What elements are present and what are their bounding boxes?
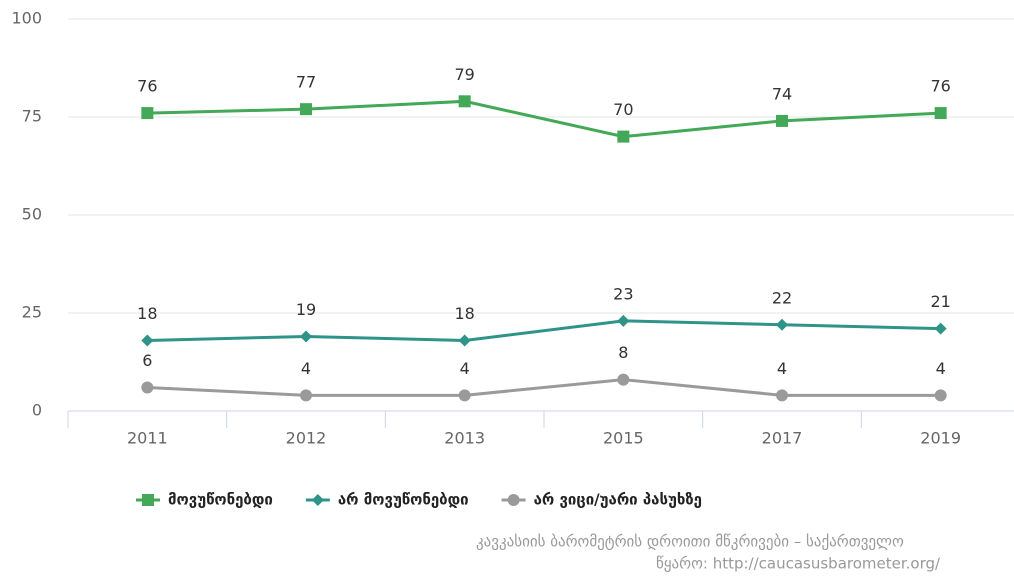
data-label: 4 — [301, 359, 311, 378]
marker — [458, 95, 471, 108]
marker — [617, 314, 630, 327]
y-tick-label: 75 — [22, 107, 42, 126]
marker — [617, 373, 630, 386]
marker — [142, 494, 154, 506]
data-label: 79 — [454, 65, 474, 84]
marker — [141, 334, 154, 347]
marker — [141, 381, 154, 394]
marker — [934, 389, 947, 402]
y-tick-label: 100 — [11, 9, 42, 28]
marker — [458, 334, 471, 347]
data-label: 22 — [772, 288, 792, 307]
data-label: 18 — [137, 304, 157, 323]
marker — [300, 389, 312, 402]
data-label: 23 — [613, 284, 633, 303]
y-tick-label: 0 — [32, 401, 42, 420]
marker — [311, 494, 324, 506]
x-tick-label: 2017 — [762, 429, 803, 448]
x-tick-label: 2013 — [444, 429, 485, 448]
data-label: 8 — [618, 343, 628, 362]
marker — [776, 318, 788, 331]
x-tick-label: 2019 — [920, 429, 961, 448]
legend-label: არ ვიცი/უარი პასუხზე — [534, 491, 702, 509]
data-label: 70 — [613, 100, 633, 119]
data-label: 6 — [142, 351, 152, 370]
series-line — [147, 99, 941, 139]
marker — [776, 114, 788, 127]
credit: კავკასიის ბარომეტრის დროითი მწკრივები – … — [476, 533, 904, 551]
marker — [141, 107, 154, 120]
data-label: 4 — [460, 359, 470, 378]
data-label: 4 — [936, 359, 946, 378]
marker — [617, 130, 630, 143]
data-label: 19 — [296, 300, 316, 319]
data-label: 21 — [930, 292, 950, 311]
data-label: 4 — [777, 359, 787, 378]
y-tick-label: 25 — [22, 303, 42, 322]
x-tick-label: 2015 — [603, 429, 644, 448]
marker — [300, 330, 312, 343]
marker — [776, 389, 788, 402]
x-tick-label: 2012 — [286, 429, 327, 448]
data-label: 77 — [296, 73, 316, 92]
data-label: 76 — [930, 77, 950, 96]
marker — [934, 322, 947, 335]
marker — [507, 494, 520, 506]
legend-label: მოვუწონებდი — [168, 491, 273, 509]
marker — [934, 107, 947, 120]
y-tick-label: 50 — [22, 205, 42, 224]
data-label: 18 — [454, 304, 474, 323]
data-label: 76 — [137, 77, 157, 96]
x-tick-label: 2011 — [127, 429, 168, 448]
series-line — [147, 378, 941, 397]
marker — [300, 103, 312, 116]
credit: წყარო: http://caucasusbarometer.org/ — [656, 555, 941, 573]
data-label: 74 — [772, 84, 792, 103]
series-line — [147, 319, 941, 342]
legend-label: არ მოვუწონებდი — [338, 491, 469, 509]
marker — [458, 389, 471, 402]
